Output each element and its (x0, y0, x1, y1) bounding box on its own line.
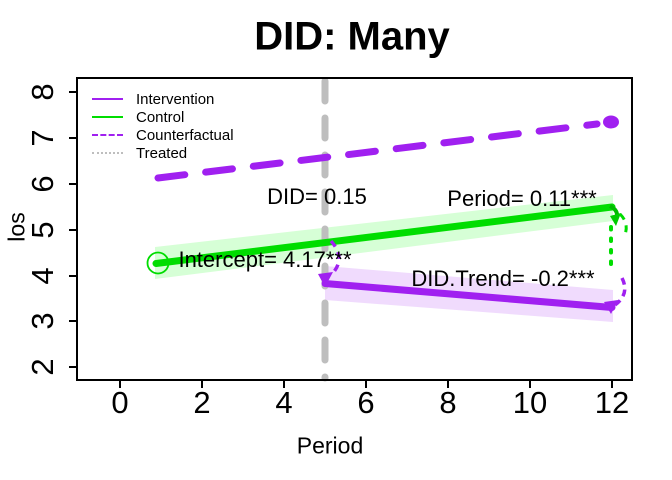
counterfactual-line (154, 120, 601, 182)
annotation-did-trend: DID.Trend= -0.2*** (411, 266, 595, 291)
annotation-did: DID= 0.15 (267, 184, 367, 209)
y-axis-ticks (69, 91, 77, 368)
legend-item-treated: Treated (92, 144, 234, 162)
y-tick-label: 6 (25, 175, 60, 193)
x-tick-label: 6 (357, 385, 375, 420)
annotation-period: Period= 0.11*** (447, 186, 597, 211)
x-tick-label: 0 (111, 385, 129, 420)
counterfactual-end-point (603, 115, 619, 129)
intervention-end-dashed-arc (613, 277, 627, 307)
x-axis-label: Period (296, 432, 364, 459)
x-axis-ticks (119, 380, 613, 388)
intervention-line (321, 280, 616, 311)
y-tick-label: 7 (25, 129, 60, 147)
annotation-intercept: Intercept= 4.17*** (178, 247, 352, 272)
legend-label: Control (136, 108, 185, 126)
legend-label: Intervention (136, 90, 215, 108)
legend-label: Counterfactual (136, 126, 234, 144)
x-tick-label: 8 (439, 385, 457, 420)
legend-label: Treated (136, 144, 188, 162)
y-axis-label: los (3, 212, 30, 242)
did-jump-arrow (329, 239, 341, 277)
treated-line-sample-icon (92, 152, 123, 154)
x-tick-label: 4 (275, 385, 293, 420)
x-tick-label: 12 (594, 385, 630, 420)
y-tick-label: 8 (25, 83, 60, 101)
legend-item-intervention: Intervention (92, 90, 234, 108)
intercept-point-circle (146, 251, 170, 275)
counterfactual-line-sample-icon (92, 134, 123, 136)
y-tick-label: 3 (25, 312, 60, 330)
intervention-end-arrowhead (604, 300, 618, 314)
y-tick-label: 4 (25, 267, 60, 285)
did-jump-arrowhead (318, 272, 333, 287)
intervention-line-sample-icon (92, 98, 123, 100)
control-line-sample-icon (92, 116, 123, 118)
legend: Intervention Control Counterfactual Trea… (92, 90, 234, 162)
control-end-dashed-arc (618, 212, 628, 238)
control-line (152, 203, 616, 267)
chart-title: DID: Many (254, 14, 450, 59)
legend-item-control: Control (92, 108, 234, 126)
x-tick-label: 2 (193, 385, 211, 420)
x-tick-label: 10 (512, 385, 548, 420)
y-tick-label: 2 (25, 358, 60, 376)
legend-item-counterfactual: Counterfactual (92, 126, 234, 144)
control-end-arrowhead (610, 213, 621, 226)
